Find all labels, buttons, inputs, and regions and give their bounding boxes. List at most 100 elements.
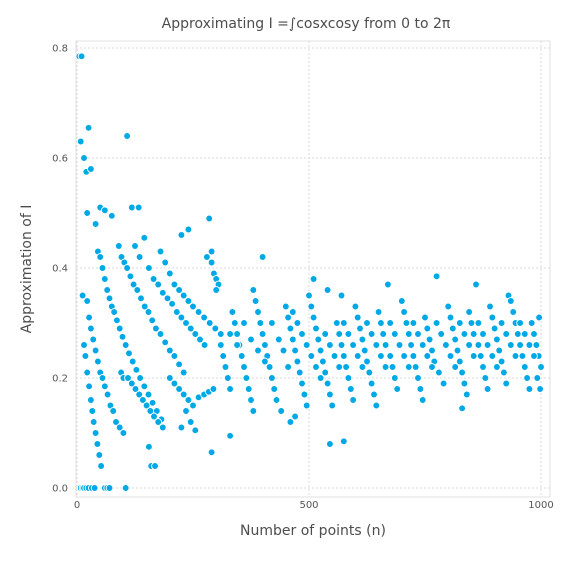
- data-point: [298, 379, 306, 388]
- data-point: [360, 346, 369, 355]
- data-point: [184, 297, 193, 305]
- data-point: [85, 313, 93, 322]
- data-point: [312, 363, 320, 371]
- data-point: [344, 330, 353, 338]
- data-point: [76, 137, 85, 146]
- data-point: [326, 341, 334, 349]
- data-point: [189, 401, 197, 410]
- data-point: [342, 363, 350, 371]
- data-point: [158, 423, 167, 432]
- data-point: [83, 297, 92, 305]
- data-point: [379, 330, 388, 338]
- data-point: [113, 316, 121, 325]
- data-point: [527, 319, 536, 327]
- data-point: [97, 462, 105, 470]
- data-point: [140, 382, 149, 391]
- data-point: [200, 313, 208, 322]
- data-point: [469, 352, 478, 360]
- data-point: [175, 286, 183, 294]
- data-point: [103, 390, 112, 399]
- data-point: [165, 346, 174, 355]
- data-point: [536, 385, 544, 393]
- data-point: [258, 330, 267, 338]
- data-point: [209, 385, 218, 393]
- data-point: [94, 357, 102, 366]
- data-point: [319, 357, 327, 366]
- data-point: [244, 385, 253, 393]
- data-point: [384, 280, 392, 289]
- y-tick-label: 0.0: [52, 484, 68, 495]
- data-point: [302, 401, 311, 410]
- data-point: [125, 349, 133, 358]
- data-point: [321, 330, 330, 338]
- data-point: [432, 319, 441, 327]
- data-point: [105, 294, 114, 303]
- data-point: [168, 299, 176, 308]
- data-point: [353, 352, 362, 360]
- data-point: [502, 330, 511, 338]
- data-point: [156, 330, 165, 338]
- data-point: [175, 385, 183, 393]
- data-point: [520, 363, 529, 371]
- data-point: [219, 352, 228, 360]
- data-point: [460, 379, 469, 388]
- data-point: [356, 324, 364, 333]
- data-point: [523, 374, 531, 382]
- data-point: [446, 313, 455, 322]
- data-point: [335, 363, 344, 371]
- data-point: [136, 374, 144, 382]
- data-point: [411, 363, 420, 371]
- data-point: [386, 352, 395, 360]
- data-point: [139, 396, 147, 404]
- data-point: [488, 313, 497, 322]
- data-point: [182, 407, 190, 415]
- data-point: [191, 330, 200, 338]
- data-point: [129, 280, 138, 289]
- data-point: [124, 374, 132, 382]
- data-point: [372, 401, 381, 410]
- data-point: [418, 341, 427, 349]
- data-point: [81, 352, 90, 360]
- data-point: [284, 363, 292, 371]
- chart-title: Approximating I =∫cosxcosy from 0 to 2π: [162, 16, 451, 32]
- data-point: [277, 407, 286, 415]
- x-tick-label: 1000: [528, 500, 553, 511]
- data-point: [349, 341, 357, 349]
- data-point: [91, 429, 100, 437]
- data-point: [177, 423, 186, 432]
- data-point: [404, 363, 413, 371]
- data-point: [467, 319, 476, 327]
- data-point: [393, 385, 402, 393]
- data-point: [268, 374, 276, 382]
- data-point: [203, 253, 211, 261]
- data-point: [170, 280, 179, 289]
- data-point: [165, 374, 174, 382]
- data-point: [80, 341, 88, 349]
- data-point: [87, 396, 95, 404]
- data-point: [483, 385, 492, 393]
- data-point: [100, 382, 109, 391]
- data-point: [163, 294, 172, 303]
- data-point: [495, 346, 504, 355]
- data-point: [335, 330, 344, 338]
- data-point: [223, 374, 232, 382]
- x-tick-label: 500: [299, 500, 318, 511]
- data-point: [78, 291, 87, 300]
- data-point: [402, 319, 411, 327]
- data-point: [423, 352, 432, 360]
- data-point: [228, 308, 237, 316]
- data-point: [93, 440, 102, 448]
- data-point: [291, 412, 299, 421]
- data-point: [128, 357, 137, 366]
- data-point: [121, 484, 130, 492]
- data-point: [407, 341, 415, 349]
- data-point: [293, 357, 302, 366]
- data-point: [230, 319, 239, 327]
- data-point: [127, 379, 136, 388]
- data-point: [358, 335, 367, 344]
- data-point: [314, 335, 323, 344]
- data-point: [133, 286, 142, 294]
- data-point: [448, 324, 457, 333]
- data-point: [349, 396, 357, 404]
- data-point: [114, 242, 123, 250]
